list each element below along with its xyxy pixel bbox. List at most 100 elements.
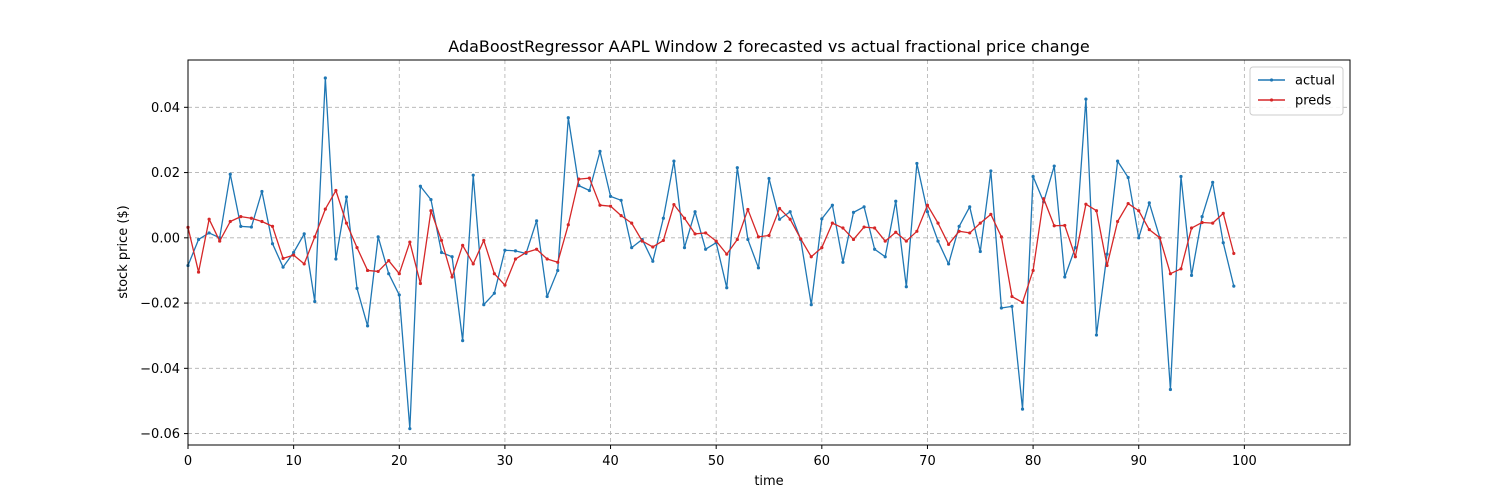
y-tick-label: 0.04 [151,101,180,116]
data-point-preds [946,242,951,246]
data-point-preds [1094,209,1099,213]
data-point-actual [809,303,813,307]
data-point-actual [1137,236,1141,240]
data-point-actual [682,246,687,250]
data-point-preds [1189,226,1194,230]
data-point-actual [1147,201,1151,205]
data-point-preds [1031,268,1035,273]
data-point-actual [418,184,422,188]
x-tick-label: 60 [814,454,831,469]
data-point-actual [1084,97,1088,101]
data-point-actual [1031,174,1035,179]
legend: actual preds [1249,66,1344,116]
data-point-preds [524,250,528,255]
data-point-actual [334,257,338,261]
data-point-actual [777,217,782,221]
data-point-preds [450,275,454,279]
data-point-actual [598,149,602,153]
data-point-preds [1221,211,1225,215]
data-point-preds [503,283,507,287]
data-point-actual [302,232,306,236]
data-point-actual [1020,407,1025,411]
data-point-preds [820,246,824,250]
data-point-actual [1116,159,1120,163]
data-point-preds [873,226,877,230]
data-point-preds [1042,197,1046,201]
data-point-preds [651,245,655,249]
data-point-actual [968,205,972,209]
series-line-actual [187,77,1235,430]
data-point-preds [1232,251,1236,256]
data-point-preds [1211,221,1215,225]
data-point-preds [535,247,539,251]
x-tick-label: 30 [497,454,514,469]
data-point-actual [429,198,433,202]
data-point-preds [408,240,412,244]
data-point-actual [651,259,655,263]
data-point-preds [978,221,982,225]
data-point-actual [270,242,275,246]
x-tick-label: 80 [1025,454,1042,469]
data-point-preds [1073,255,1077,259]
data-point-preds [566,223,570,227]
data-point-preds [418,281,422,286]
data-point-actual [228,172,232,176]
data-point-actual [1063,275,1067,279]
data-point-actual [1189,273,1194,277]
data-point-preds [640,239,644,243]
data-point-actual [1179,174,1183,179]
data-point-actual [1211,180,1215,184]
data-point-actual [239,224,243,228]
data-point-preds [281,256,285,260]
data-point-preds [249,216,253,220]
data-point-preds [556,260,560,264]
data-point-preds [365,268,370,273]
data-point-actual [397,293,401,297]
data-point-preds [883,239,887,243]
data-point-actual [365,324,370,328]
data-point-actual [1010,304,1014,308]
y-tick-label: 0.00 [151,231,180,246]
data-point-preds [1158,236,1162,240]
data-point-actual [1126,175,1130,180]
series-line-preds [187,177,1235,304]
data-point-actual [196,237,201,242]
data-point-preds [746,207,750,212]
data-point-actual [461,338,465,343]
data-point-preds [397,272,401,276]
data-point-preds [429,209,433,213]
data-point-actual [482,303,486,307]
data-point-preds [292,253,296,257]
data-point-preds [313,235,317,239]
data-point-preds [1052,224,1056,228]
data-point-actual [281,265,285,269]
data-point-preds [344,221,349,225]
data-point-actual [841,260,845,264]
data-point-preds [1020,300,1025,305]
data-point-preds [387,259,391,263]
data-point-actual [471,173,475,177]
data-point-preds [1010,294,1014,299]
data-point-actual [820,217,824,221]
data-point-preds [936,221,940,225]
data-point-preds [577,177,581,181]
data-point-preds [809,255,813,259]
legend-label-actual: actual [1295,74,1335,89]
data-point-actual [1232,284,1236,288]
data-point-actual [756,266,761,270]
y-axis-label: stock price ($) [116,205,131,299]
data-point-actual [207,231,211,235]
data-point-preds [1126,201,1130,206]
data-point-actual [851,210,856,214]
data-point-preds [461,243,465,247]
data-point-preds [799,237,803,241]
plot-frame [187,59,1351,446]
data-point-preds [207,217,211,221]
data-point-actual [1221,241,1225,245]
data-point-preds [735,237,739,242]
data-point-actual [408,427,412,431]
data-point-actual [513,249,518,253]
data-point-actual [936,239,940,243]
data-point-preds [1200,220,1204,225]
data-point-actual [376,235,380,239]
